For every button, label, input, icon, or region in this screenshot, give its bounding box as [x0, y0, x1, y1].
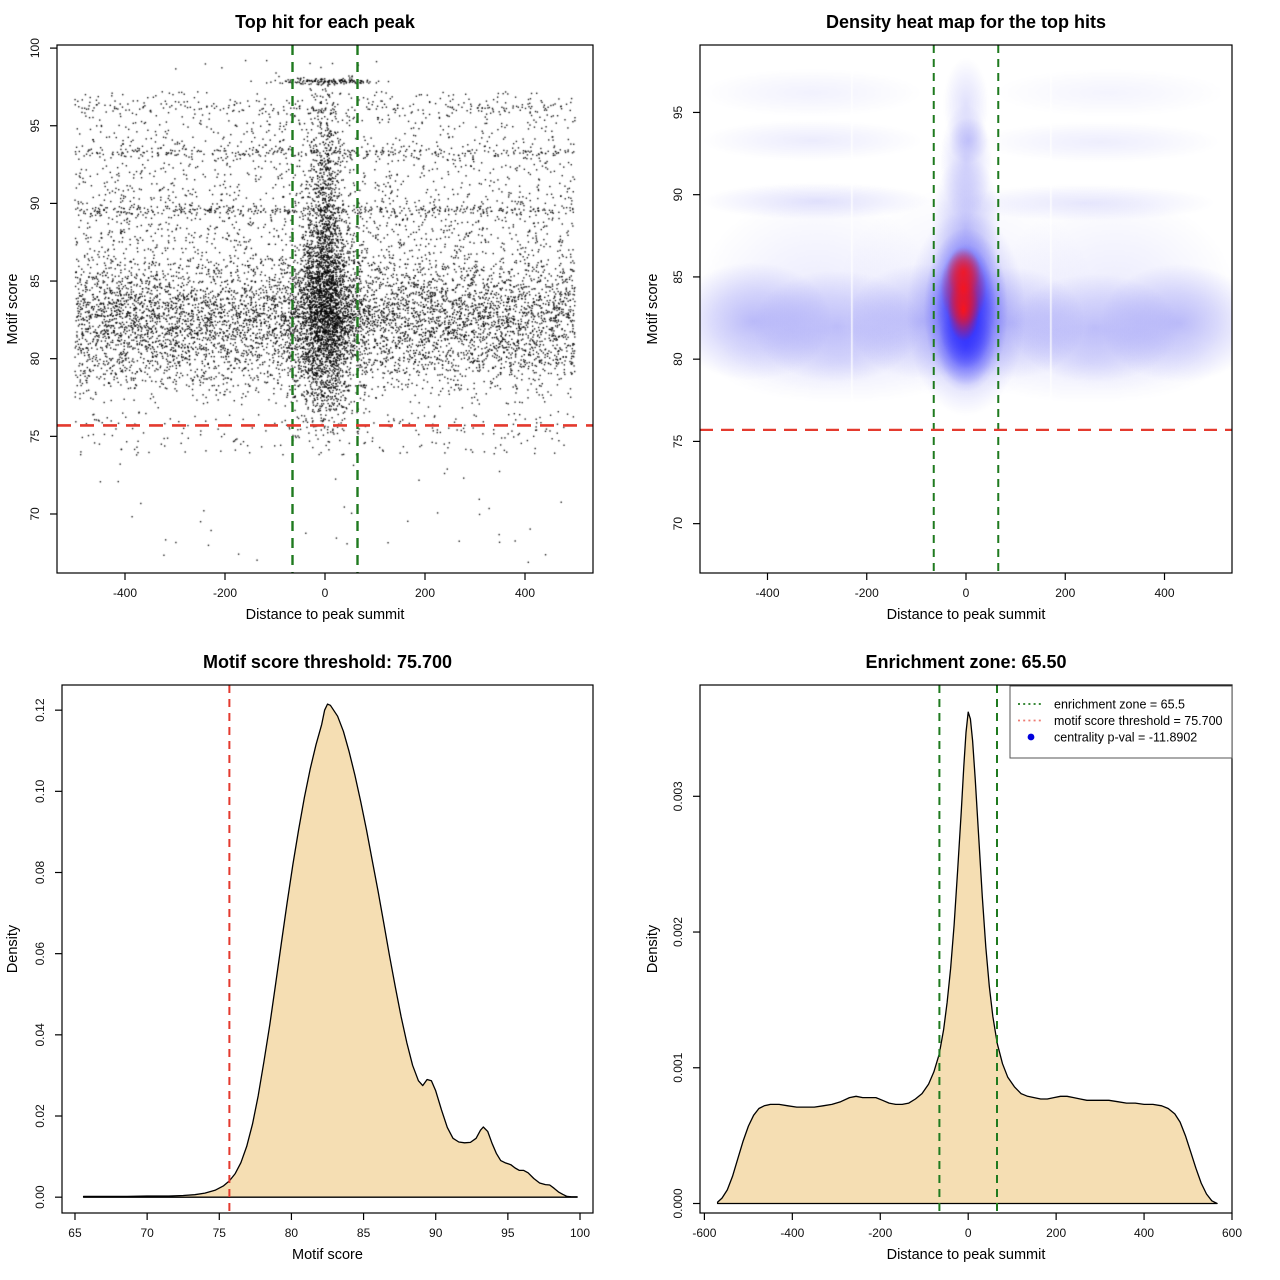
y-tick-label: 0.00 [33, 1185, 47, 1209]
panel-title: Top hit for each peak [235, 12, 416, 32]
x-tick-label: -200 [868, 1226, 892, 1240]
y-tick-label: 80 [671, 352, 685, 366]
y-axis-label: Density [5, 924, 21, 973]
legend-item-label: centrality p-val = -11.8902 [1054, 730, 1197, 744]
y-axis-label: Density [645, 924, 661, 973]
y-tick-label: 0.04 [33, 1023, 47, 1047]
y-tick-label: 0.002 [671, 917, 685, 947]
panel-top-hit-scatter: -400 -200 0 200 400 70 75 80 85 90 95 100 Top hit fo… [0, 0, 640, 640]
density-curve [716, 711, 1218, 1205]
panel-title: Motif score threshold: 75.700 [203, 652, 452, 672]
x-tick-label: 600 [1222, 1226, 1242, 1240]
x-tick-label: 0 [965, 1226, 972, 1240]
plot-frame [61, 684, 594, 1214]
plot-frame [56, 44, 594, 574]
y-tick-label: 0.06 [33, 942, 47, 966]
y-tick-label: 0.10 [33, 779, 47, 803]
legend-item-label: enrichment zone = 65.5 [1054, 697, 1185, 711]
x-tick-label: 400 [515, 586, 535, 600]
panel-title: Density heat map for the top hits [826, 12, 1106, 32]
x-tick-label: -400 [780, 1226, 804, 1240]
y-tick-label: 70 [671, 517, 685, 531]
x-tick-label: -200 [855, 586, 879, 600]
y-tick-label: 90 [28, 196, 42, 210]
y-tick-label: 75 [28, 429, 42, 443]
x-axis-label: Distance to peak summit [887, 607, 1046, 623]
y-tick-label: 85 [28, 274, 42, 288]
y-tick-label: 95 [28, 119, 42, 133]
panel-density-heatmap: -400 -200 0 200 400 70 75 80 85 90 95 Density heat … [640, 0, 1280, 640]
x-tick-label: 200 [1046, 1226, 1066, 1240]
y-tick-label: 0.000 [671, 1188, 685, 1218]
y-tick-label: 90 [671, 188, 685, 202]
x-tick-label: 85 [357, 1226, 371, 1240]
x-axis-label: Motif score [292, 1247, 363, 1263]
panel-motif-score-density: 65 70 75 80 85 90 95 100 0.00 0.02 0.04 0.06 0.08 0.1… [0, 640, 640, 1280]
x-tick-label: 100 [570, 1226, 590, 1240]
y-tick-label: 0.12 [33, 698, 47, 722]
density-curve [82, 703, 578, 1198]
y-tick-label: 0.003 [671, 781, 685, 811]
heatmap-layer [640, 0, 1280, 640]
y-tick-label: 80 [28, 352, 42, 366]
scatter-plot: -400 -200 0 200 400 70 75 80 85 90 95 100 Top hit fo… [5, 12, 594, 623]
x-tick-label: 400 [1134, 1226, 1154, 1240]
legend-item-label: motif score threshold = 75.700 [1054, 714, 1223, 728]
x-tick-label: 65 [68, 1226, 82, 1240]
x-tick-label: 80 [285, 1226, 299, 1240]
x-tick-label: -400 [755, 586, 779, 600]
legend-box [1009, 685, 1233, 759]
heatmap-plot: -400 -200 0 200 400 70 75 80 85 90 95 Density heat … [645, 12, 1233, 623]
y-tick-label: 0.08 [33, 860, 47, 884]
x-tick-label: -400 [113, 586, 137, 600]
x-tick-label: 0 [963, 586, 970, 600]
y-tick-label: 100 [28, 38, 42, 58]
enrichment-zone-density-plot: -600 -400 -200 0 200 400 600 0.000 0.001 0.002 0.0… [645, 652, 1242, 1263]
x-tick-label: 0 [322, 586, 329, 600]
scatter-points-layer [0, 0, 640, 640]
x-axis-label: Distance to peak summit [246, 607, 405, 623]
legend: enrichment zone = 65.5 motif score thresh… [1009, 685, 1233, 759]
y-tick-label: 95 [671, 105, 685, 119]
y-axis-label: Motif score [645, 274, 661, 345]
y-tick-label: 0.02 [33, 1104, 47, 1128]
x-tick-label: 75 [213, 1226, 227, 1240]
y-axis-label: Motif score [5, 274, 21, 345]
x-axis-label: Distance to peak summit [887, 1247, 1046, 1263]
y-tick-label: 0.001 [671, 1052, 685, 1082]
x-tick-label: 200 [415, 586, 435, 600]
plot-frame [699, 684, 1233, 1214]
panel-enrichment-zone-density: -600 -400 -200 0 200 400 600 0.000 0.001 0.002 0.0… [640, 640, 1280, 1280]
y-tick-label: 70 [28, 507, 42, 521]
x-tick-label: 90 [429, 1226, 443, 1240]
x-tick-label: 70 [140, 1226, 154, 1240]
x-tick-label: 200 [1055, 586, 1075, 600]
y-tick-label: 75 [671, 434, 685, 448]
plot-frame [699, 44, 1233, 574]
x-tick-label: -200 [213, 586, 237, 600]
legend-swatch-dot [1027, 733, 1035, 741]
motif-score-density-plot: 65 70 75 80 85 90 95 100 0.00 0.02 0.04 0.06 0.08 0.1… [5, 652, 594, 1263]
x-tick-label: 95 [501, 1226, 515, 1240]
panel-title: Enrichment zone: 65.50 [865, 652, 1066, 672]
x-tick-label: 400 [1154, 586, 1174, 600]
x-tick-label: -600 [692, 1226, 716, 1240]
y-tick-label: 85 [671, 270, 685, 284]
